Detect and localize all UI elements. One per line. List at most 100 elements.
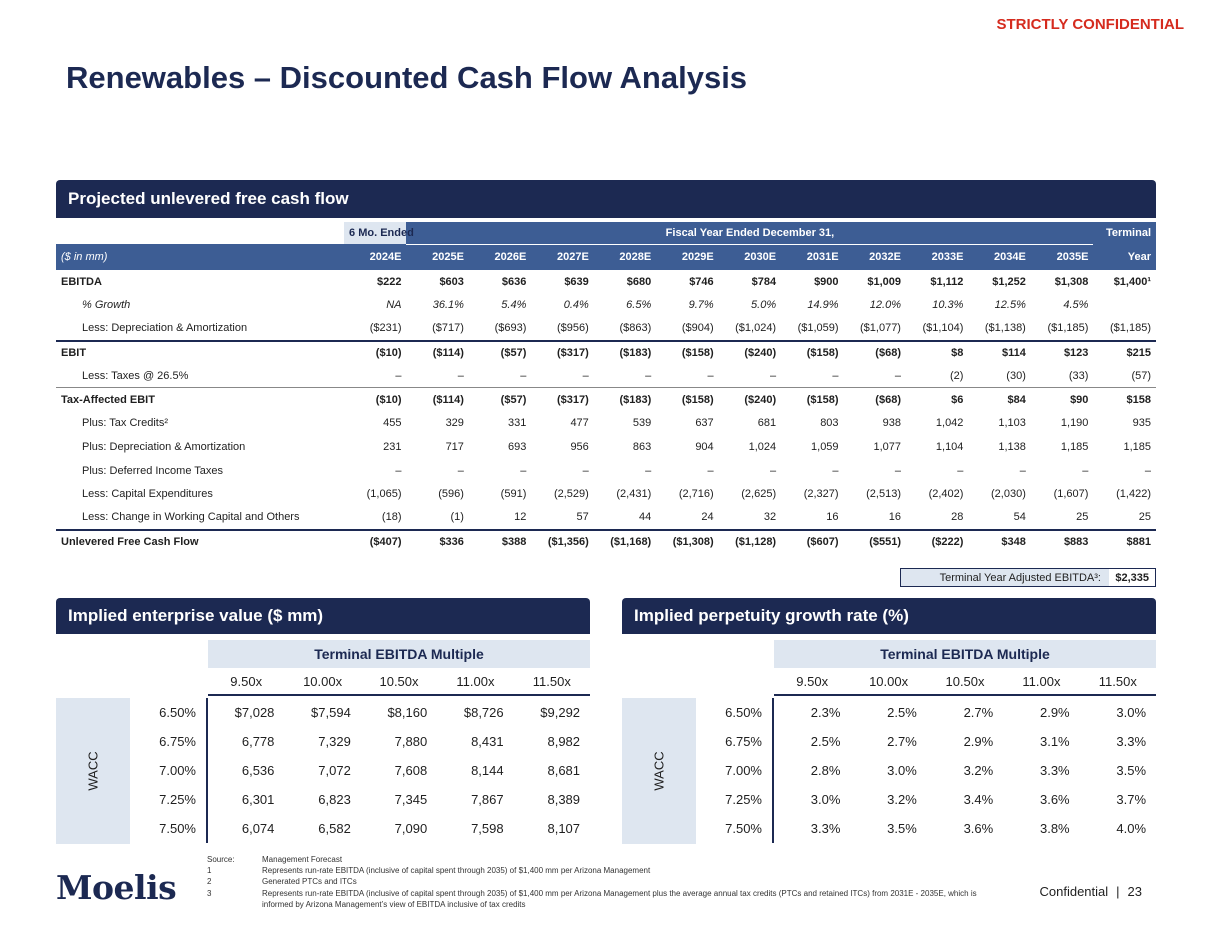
cell-value: 637 [695, 417, 714, 430]
cell-value: 36.1% [432, 299, 464, 312]
cell-value: ($317) [531, 339, 594, 365]
wacc-label: WACC [651, 751, 667, 791]
row-label: Plus: Depreciation & Amortization [82, 440, 246, 453]
cell-value: – [832, 464, 839, 477]
sensitivity-cell: 7,867 [471, 792, 504, 807]
wacc-value: 6.50% [696, 698, 774, 727]
cell-value: 12.0% [869, 299, 901, 312]
sensitivity-cell: 2.3% [810, 705, 841, 720]
row-label: Less: Depreciation & Amortization [82, 322, 248, 335]
sensitivity-row: 6.75% 2.5% 2.7% 2.9% 3.1% 3.3% [696, 727, 1156, 756]
cell-value: $348 [968, 528, 1031, 554]
cell-value: 4.5% [1063, 299, 1089, 312]
cell-value: – [1019, 464, 1026, 477]
cell-value: ($10) [375, 394, 402, 407]
cell-value: 539 [632, 417, 652, 430]
cell-value: ($222) [905, 528, 969, 554]
multiple-column-label: 9.50x [796, 674, 829, 689]
cell-value: ($1,185) [1047, 322, 1089, 335]
cell-value: 1,138 [998, 440, 1026, 453]
row-label: Tax-Affected EBIT [61, 394, 155, 407]
wacc-value: 6.75% [130, 727, 208, 756]
cell-value: (2,327) [803, 488, 839, 501]
cell-value: – [344, 364, 407, 389]
sensitivity-cell: 6,823 [318, 792, 351, 807]
cell-value: 1,185 [1060, 440, 1089, 453]
cell-value: $1,112 [930, 275, 964, 288]
multiple-column-label: 10.50x [945, 674, 985, 689]
cell-value: $1,308 [1054, 275, 1089, 288]
cell-value: 32 [718, 505, 782, 531]
cell-value: – [843, 364, 906, 389]
sensitivity-row: 7.50% 6,074 6,582 7,090 7,598 8,107 [130, 814, 590, 843]
cell-value: – [769, 464, 777, 477]
cell-value: – [582, 464, 589, 477]
multiple-column-label: 11.00x [1022, 674, 1061, 689]
sensitivity-row: 7.25% 6,301 6,823 7,345 7,867 8,389 [130, 785, 590, 814]
cell-value: 25 [1030, 505, 1094, 531]
cell-value: ($956) [557, 322, 589, 335]
cell-value: $900 [814, 275, 839, 288]
cell-value: ($231) [369, 322, 402, 335]
column-header: 2027E [531, 244, 594, 270]
cell-value: 1,077 [873, 440, 901, 453]
units-label: ($ in mm) [56, 244, 345, 270]
multiple-columns: 9.50x 10.00x 10.50x 11.00x 11.50x [774, 668, 1156, 696]
sensitivity-cell: 3.6% [1039, 792, 1070, 807]
row-label: Plus: Tax Credits² [82, 417, 168, 430]
cell-value: (2) [905, 364, 969, 389]
wacc-value: 7.25% [696, 785, 774, 814]
table-row: Less: Taxes @ 26.5% – – – – – – – – – (2) (30) (33)(… [56, 364, 1156, 389]
cell-value: (30) [968, 364, 1031, 389]
cell-value: ($904) [681, 322, 714, 335]
multiple-header: Terminal EBITDA Multiple [208, 640, 590, 668]
footnote: 1 Represents run-rate EBITDA (inclusive o… [207, 865, 992, 876]
cell-value: ($1,308) [656, 528, 719, 554]
sensitivity-cell: 6,301 [241, 792, 275, 807]
sensitivity-cell: $8,160 [387, 705, 428, 720]
sensitivity-cell: 2.8% [810, 763, 841, 778]
cell-value: ($114) [432, 394, 464, 407]
cell-value: $636 [501, 275, 527, 288]
column-header: 2031E [781, 244, 844, 270]
wacc-label: WACC [85, 751, 101, 791]
cell-value [1093, 294, 1156, 318]
sensitivity-cell: 3.0% [887, 763, 917, 778]
column-header: 2032E [843, 244, 906, 270]
cell-value: $6 [951, 394, 964, 407]
ufcf-header-row-2: ($ in mm) 2024E 2025E 2026E 2027E 2028E 2029E… [56, 244, 1156, 270]
cell-value: 54 [968, 505, 1031, 531]
cell-value: ($1,128) [718, 528, 782, 554]
cell-value: 1,185 [1123, 440, 1151, 453]
cell-value: ($183) [619, 394, 652, 407]
sensitivity-cell: 8,144 [471, 763, 504, 778]
terminal-adj-value: $2,335 [1109, 569, 1155, 586]
footnote-key: 3 [207, 888, 212, 898]
cell-value: 803 [820, 417, 839, 430]
column-header: 2028E [593, 244, 657, 270]
cell-value: – [957, 464, 964, 477]
wacc-value: 6.50% [130, 698, 208, 727]
sensitivity-cell: $8,726 [463, 705, 504, 720]
column-header: 2034E [968, 244, 1031, 270]
table-row: Less: Change in Working Capital and Othe… [56, 505, 1156, 531]
cell-value: ($68) [875, 394, 901, 407]
sensitivity-cell: 6,778 [241, 734, 275, 749]
sensitivity-cell: 3.1% [1039, 734, 1070, 749]
sensitivity-cell: 2.7% [963, 705, 994, 720]
cell-value: – [593, 364, 657, 389]
table-row: Tax-Affected EBIT ($10) ($114) ($57) ($317) (… [56, 388, 1156, 412]
multiple-column-label: 10.50x [379, 674, 419, 689]
cell-value: 6.5% [626, 299, 652, 312]
cell-value: (2,716) [678, 488, 714, 501]
footnote-key: 1 [207, 866, 212, 876]
cell-value: 477 [570, 417, 589, 430]
terminal-year-adjusted-ebitda: Terminal Year Adjusted EBITDA³: $2,335 [900, 568, 1156, 587]
cell-value: NA [386, 299, 402, 312]
cell-value: ($158) [806, 394, 839, 407]
cell-value: – [718, 364, 782, 389]
cell-value: ($607) [781, 528, 844, 554]
cell-value: (57) [1093, 364, 1156, 389]
cell-value: $639 [564, 275, 589, 288]
cell-value: $336 [406, 528, 469, 554]
